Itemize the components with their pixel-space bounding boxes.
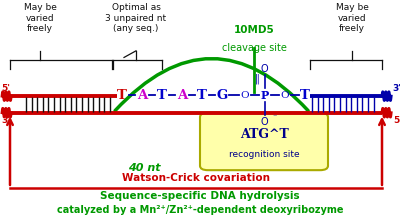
Text: 5': 5': [1, 84, 10, 93]
Text: G: G: [216, 89, 228, 101]
Text: May be
varied
freely: May be varied freely: [336, 3, 368, 33]
Text: O: O: [261, 116, 269, 127]
Text: 40 nt: 40 nt: [128, 163, 160, 173]
Text: Sequence-specific DNA hydrolysis: Sequence-specific DNA hydrolysis: [100, 191, 300, 201]
Text: Watson-Crick covariation: Watson-Crick covariation: [122, 173, 270, 183]
Text: catalyzed by a Mn²⁺/Zn²⁺-dependent deoxyribozyme: catalyzed by a Mn²⁺/Zn²⁺-dependent deoxy…: [57, 205, 343, 215]
Text: O: O: [240, 91, 249, 99]
Text: ‖: ‖: [255, 73, 260, 84]
Text: A: A: [177, 89, 187, 101]
FancyBboxPatch shape: [200, 113, 328, 170]
Text: T: T: [300, 89, 310, 101]
Text: recognition site: recognition site: [229, 150, 299, 159]
FancyArrowPatch shape: [115, 59, 308, 111]
Text: Optimal as
3 unpaired nt
(any seq.): Optimal as 3 unpaired nt (any seq.): [106, 3, 166, 33]
Text: ⁻: ⁻: [273, 113, 277, 122]
Text: P: P: [261, 90, 269, 101]
Text: 3': 3': [393, 84, 400, 93]
Text: O: O: [261, 63, 269, 74]
Text: ATG^T: ATG^T: [240, 128, 288, 141]
Text: O: O: [280, 91, 289, 99]
Text: 3': 3': [1, 116, 10, 125]
Text: May be
varied
freely: May be varied freely: [24, 3, 56, 33]
Text: T: T: [117, 89, 127, 101]
Text: 10MD5: 10MD5: [234, 25, 274, 35]
Text: T: T: [157, 89, 167, 101]
Text: T: T: [197, 89, 207, 101]
Text: cleavage site: cleavage site: [222, 42, 286, 53]
Text: 5': 5': [393, 116, 400, 125]
Text: A: A: [137, 89, 147, 101]
